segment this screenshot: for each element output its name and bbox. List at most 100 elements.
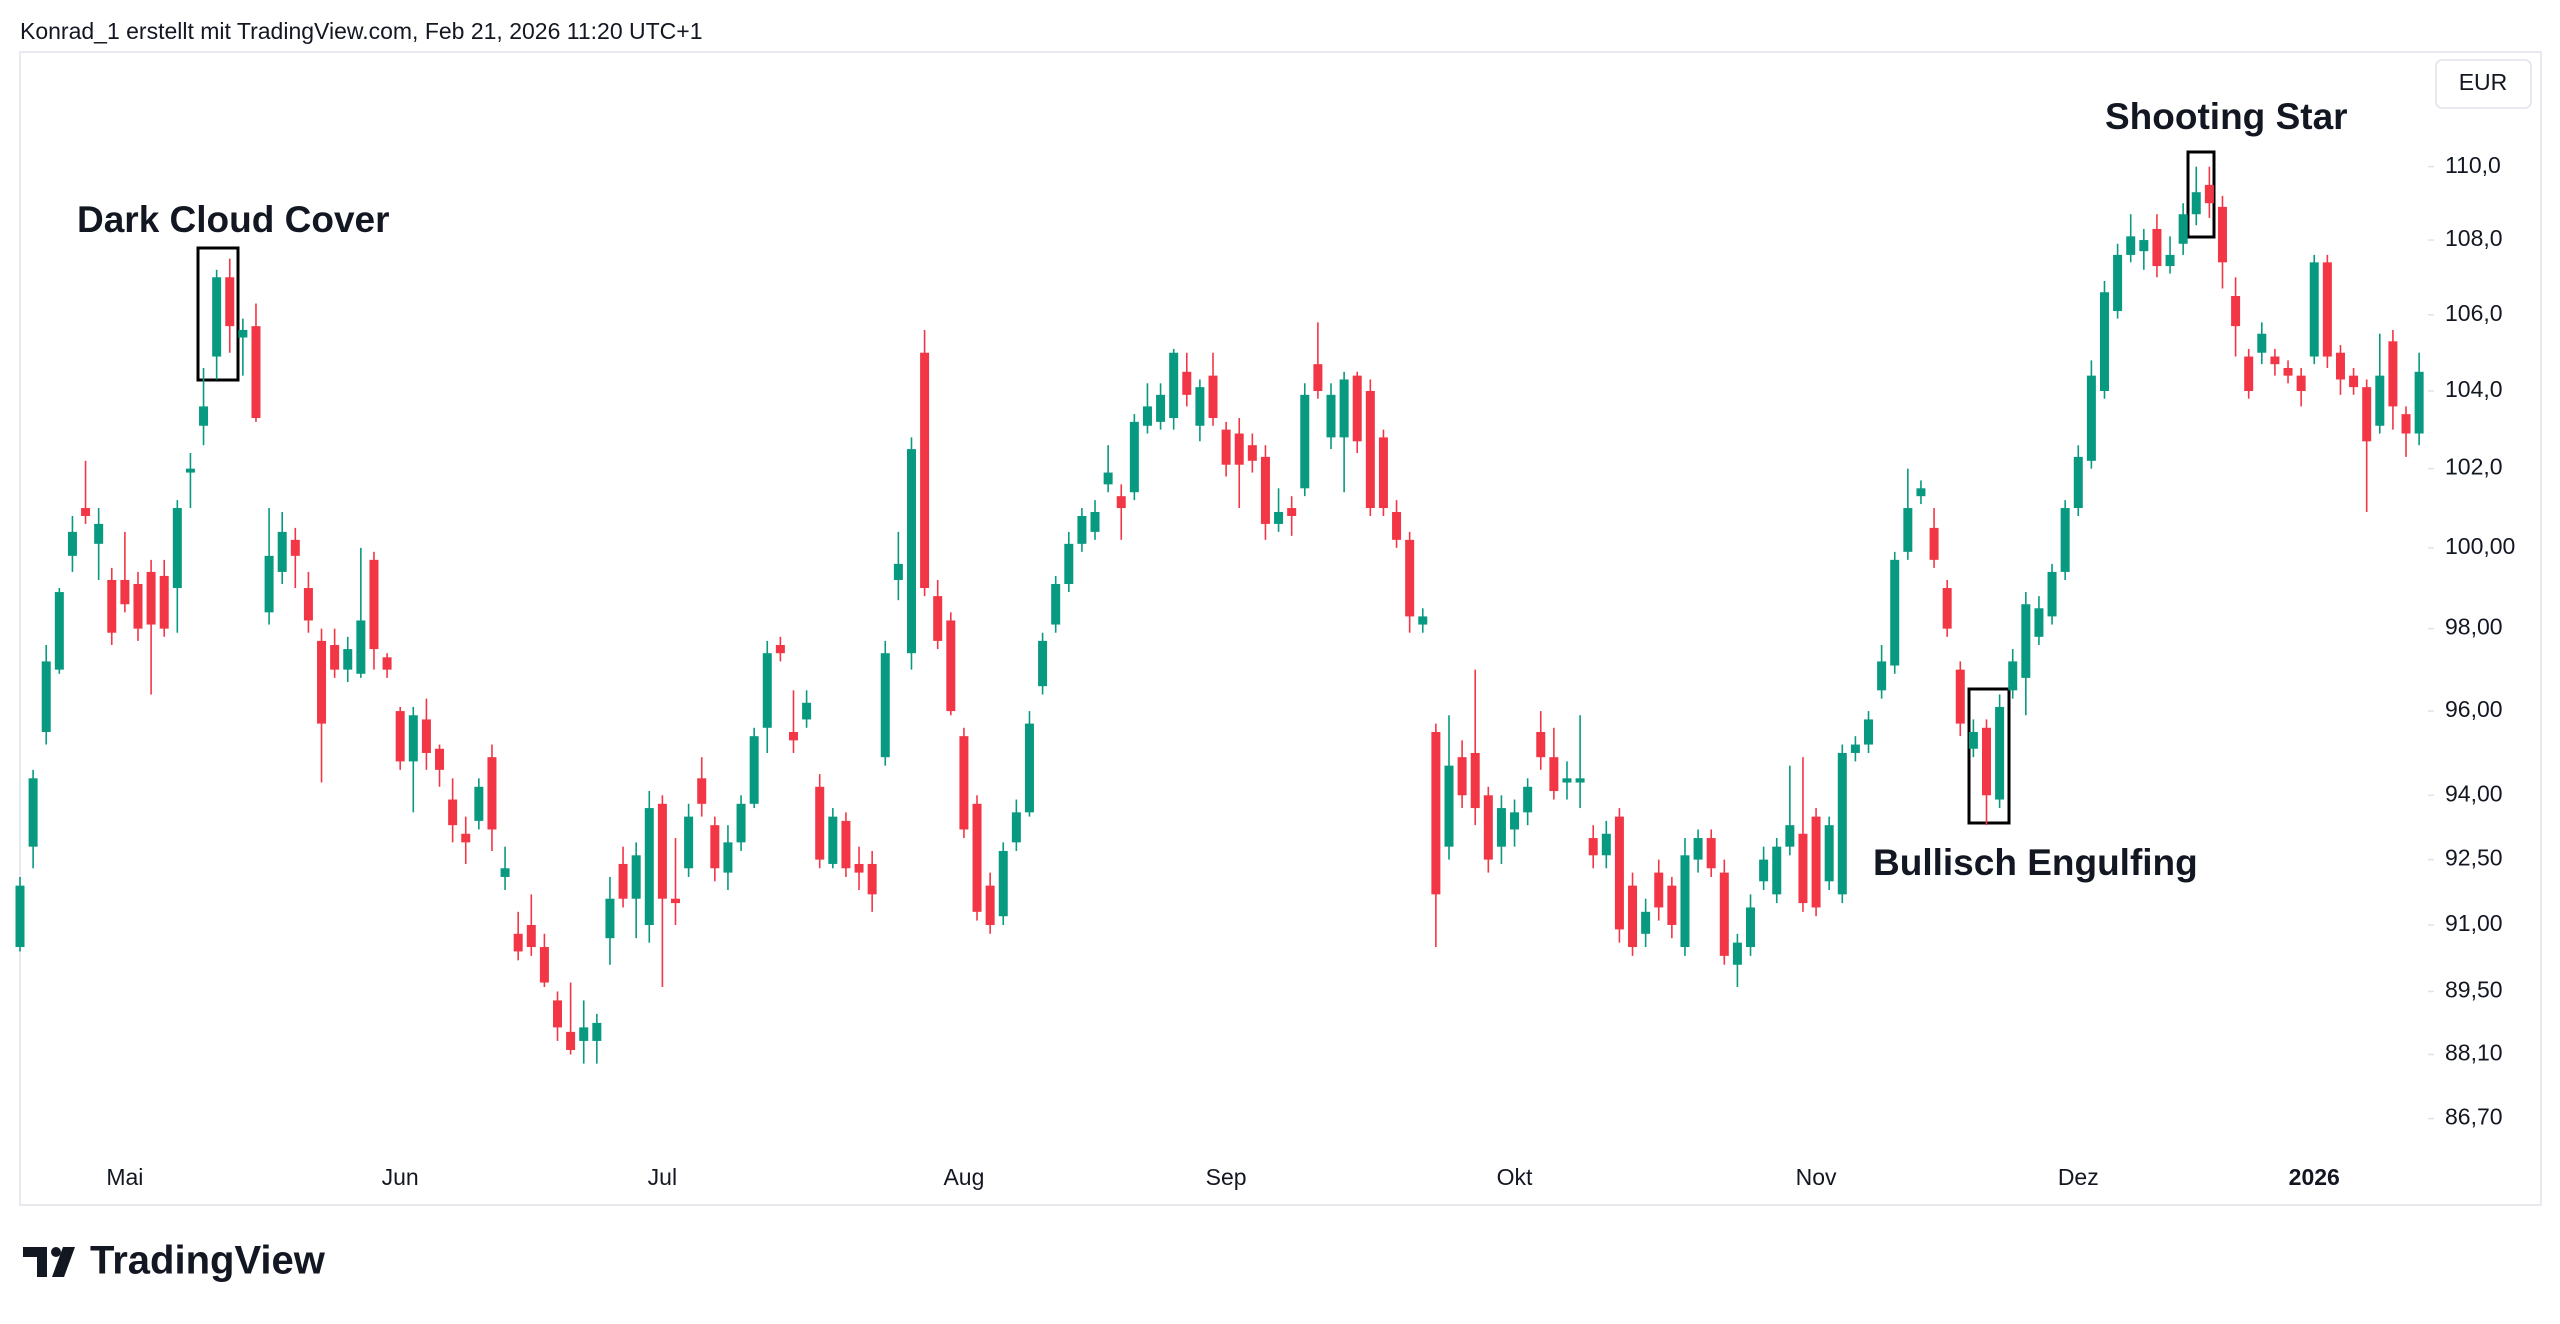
candle-body (1628, 885, 1638, 948)
candle-body (1929, 527, 1939, 560)
candle-body (382, 657, 392, 670)
candle-body (1523, 786, 1533, 813)
candle-body (618, 863, 628, 899)
candle-body (893, 563, 903, 580)
candle-body (1549, 757, 1559, 792)
candle-body (657, 803, 667, 899)
candle-body (107, 579, 117, 633)
candle-body (775, 644, 785, 654)
candle-body (1024, 723, 1034, 813)
candle-body (2126, 236, 2136, 255)
candle-body (2113, 254, 2123, 312)
candle-body (1483, 795, 1493, 860)
header: Konrad_1 erstellt mit TradingView.com, F… (20, 18, 703, 44)
candle-body (277, 531, 287, 572)
candle-body (1693, 838, 1703, 860)
candle-body (1496, 808, 1506, 847)
candle-body (1772, 846, 1782, 895)
candle-body (395, 711, 405, 762)
candle-body (369, 559, 379, 650)
candle-body (408, 715, 418, 762)
candle-body (998, 850, 1008, 917)
candle-body (906, 449, 916, 654)
candle-body (1038, 640, 1048, 687)
candle-body (1654, 872, 1664, 908)
candle-body (736, 803, 746, 843)
candle-body (303, 588, 313, 621)
candle-body (1719, 872, 1729, 956)
candle-body (2099, 292, 2109, 391)
candle-body (828, 816, 838, 864)
annotation: Bullisch Engulfing (1873, 842, 2198, 883)
candle-body (1916, 488, 1926, 497)
candle-body (1562, 778, 1572, 783)
candle-body (2034, 608, 2044, 637)
candle-body (238, 329, 248, 338)
candle-body (1732, 942, 1742, 965)
candle-body (1641, 911, 1651, 934)
candle-body (435, 748, 445, 770)
candle-body (1405, 539, 1415, 617)
candle-body (684, 816, 694, 869)
candle-body (1011, 812, 1021, 843)
candle-body (1588, 838, 1598, 856)
candle-body (644, 808, 654, 925)
candle-body (1287, 508, 1297, 516)
annotation: Shooting Star (2105, 96, 2348, 137)
y-tick-label: 108,0 (2445, 225, 2503, 251)
candle-body (1182, 371, 1192, 395)
candle-body (1116, 496, 1126, 509)
candle-body (697, 778, 707, 804)
candle-body (2296, 375, 2306, 391)
y-tick-label: 110,0 (2445, 152, 2501, 178)
candle-body (2257, 333, 2267, 353)
candle-body (448, 799, 458, 826)
candle-body (2231, 295, 2241, 327)
candle-body (1706, 838, 1716, 869)
candle-body (1260, 456, 1270, 524)
candle-body (1444, 765, 1454, 847)
candle-body (553, 1000, 563, 1028)
candle-body (1090, 512, 1100, 532)
candle-body (1064, 543, 1074, 584)
candle-body (1575, 778, 1585, 783)
y-tick-label: 88,10 (2445, 1040, 2503, 1066)
candle-body (2086, 375, 2096, 461)
x-tick-label: 2026 (2289, 1164, 2340, 1190)
candle-body (539, 947, 549, 983)
candle-body (67, 531, 77, 556)
candle-body (1457, 757, 1467, 796)
candle-body (946, 620, 956, 712)
candle-body (592, 1022, 602, 1041)
candle-body (2060, 508, 2070, 572)
y-tick-label: 104,0 (2445, 376, 2503, 402)
candle-body (762, 653, 772, 728)
candle-body (1601, 833, 1611, 856)
candle-body (1890, 559, 1900, 666)
pattern-box (2186, 150, 2216, 239)
candle-body (474, 786, 484, 821)
candle-body (120, 579, 130, 605)
candle-body (146, 571, 156, 625)
candle-body (1378, 437, 1388, 509)
candle-body (1759, 859, 1769, 882)
candle-body (500, 868, 510, 877)
candle-body (1798, 833, 1808, 904)
candle-body (1352, 375, 1362, 442)
candle-body (199, 406, 209, 426)
y-tick-label: 106,0 (2445, 300, 2503, 326)
candle-body (133, 583, 143, 629)
candle-body (1982, 727, 1991, 796)
candle-body (1680, 855, 1690, 948)
currency-box[interactable] (2435, 59, 2532, 109)
candle-body (1077, 515, 1087, 544)
candle-body (802, 702, 812, 720)
candle-body (94, 523, 104, 544)
x-tick-label: Jul (648, 1164, 677, 1190)
candle-body (421, 719, 431, 753)
candle-body (2375, 375, 2385, 426)
candle-body (1142, 406, 1152, 426)
candle-body (1326, 394, 1336, 438)
